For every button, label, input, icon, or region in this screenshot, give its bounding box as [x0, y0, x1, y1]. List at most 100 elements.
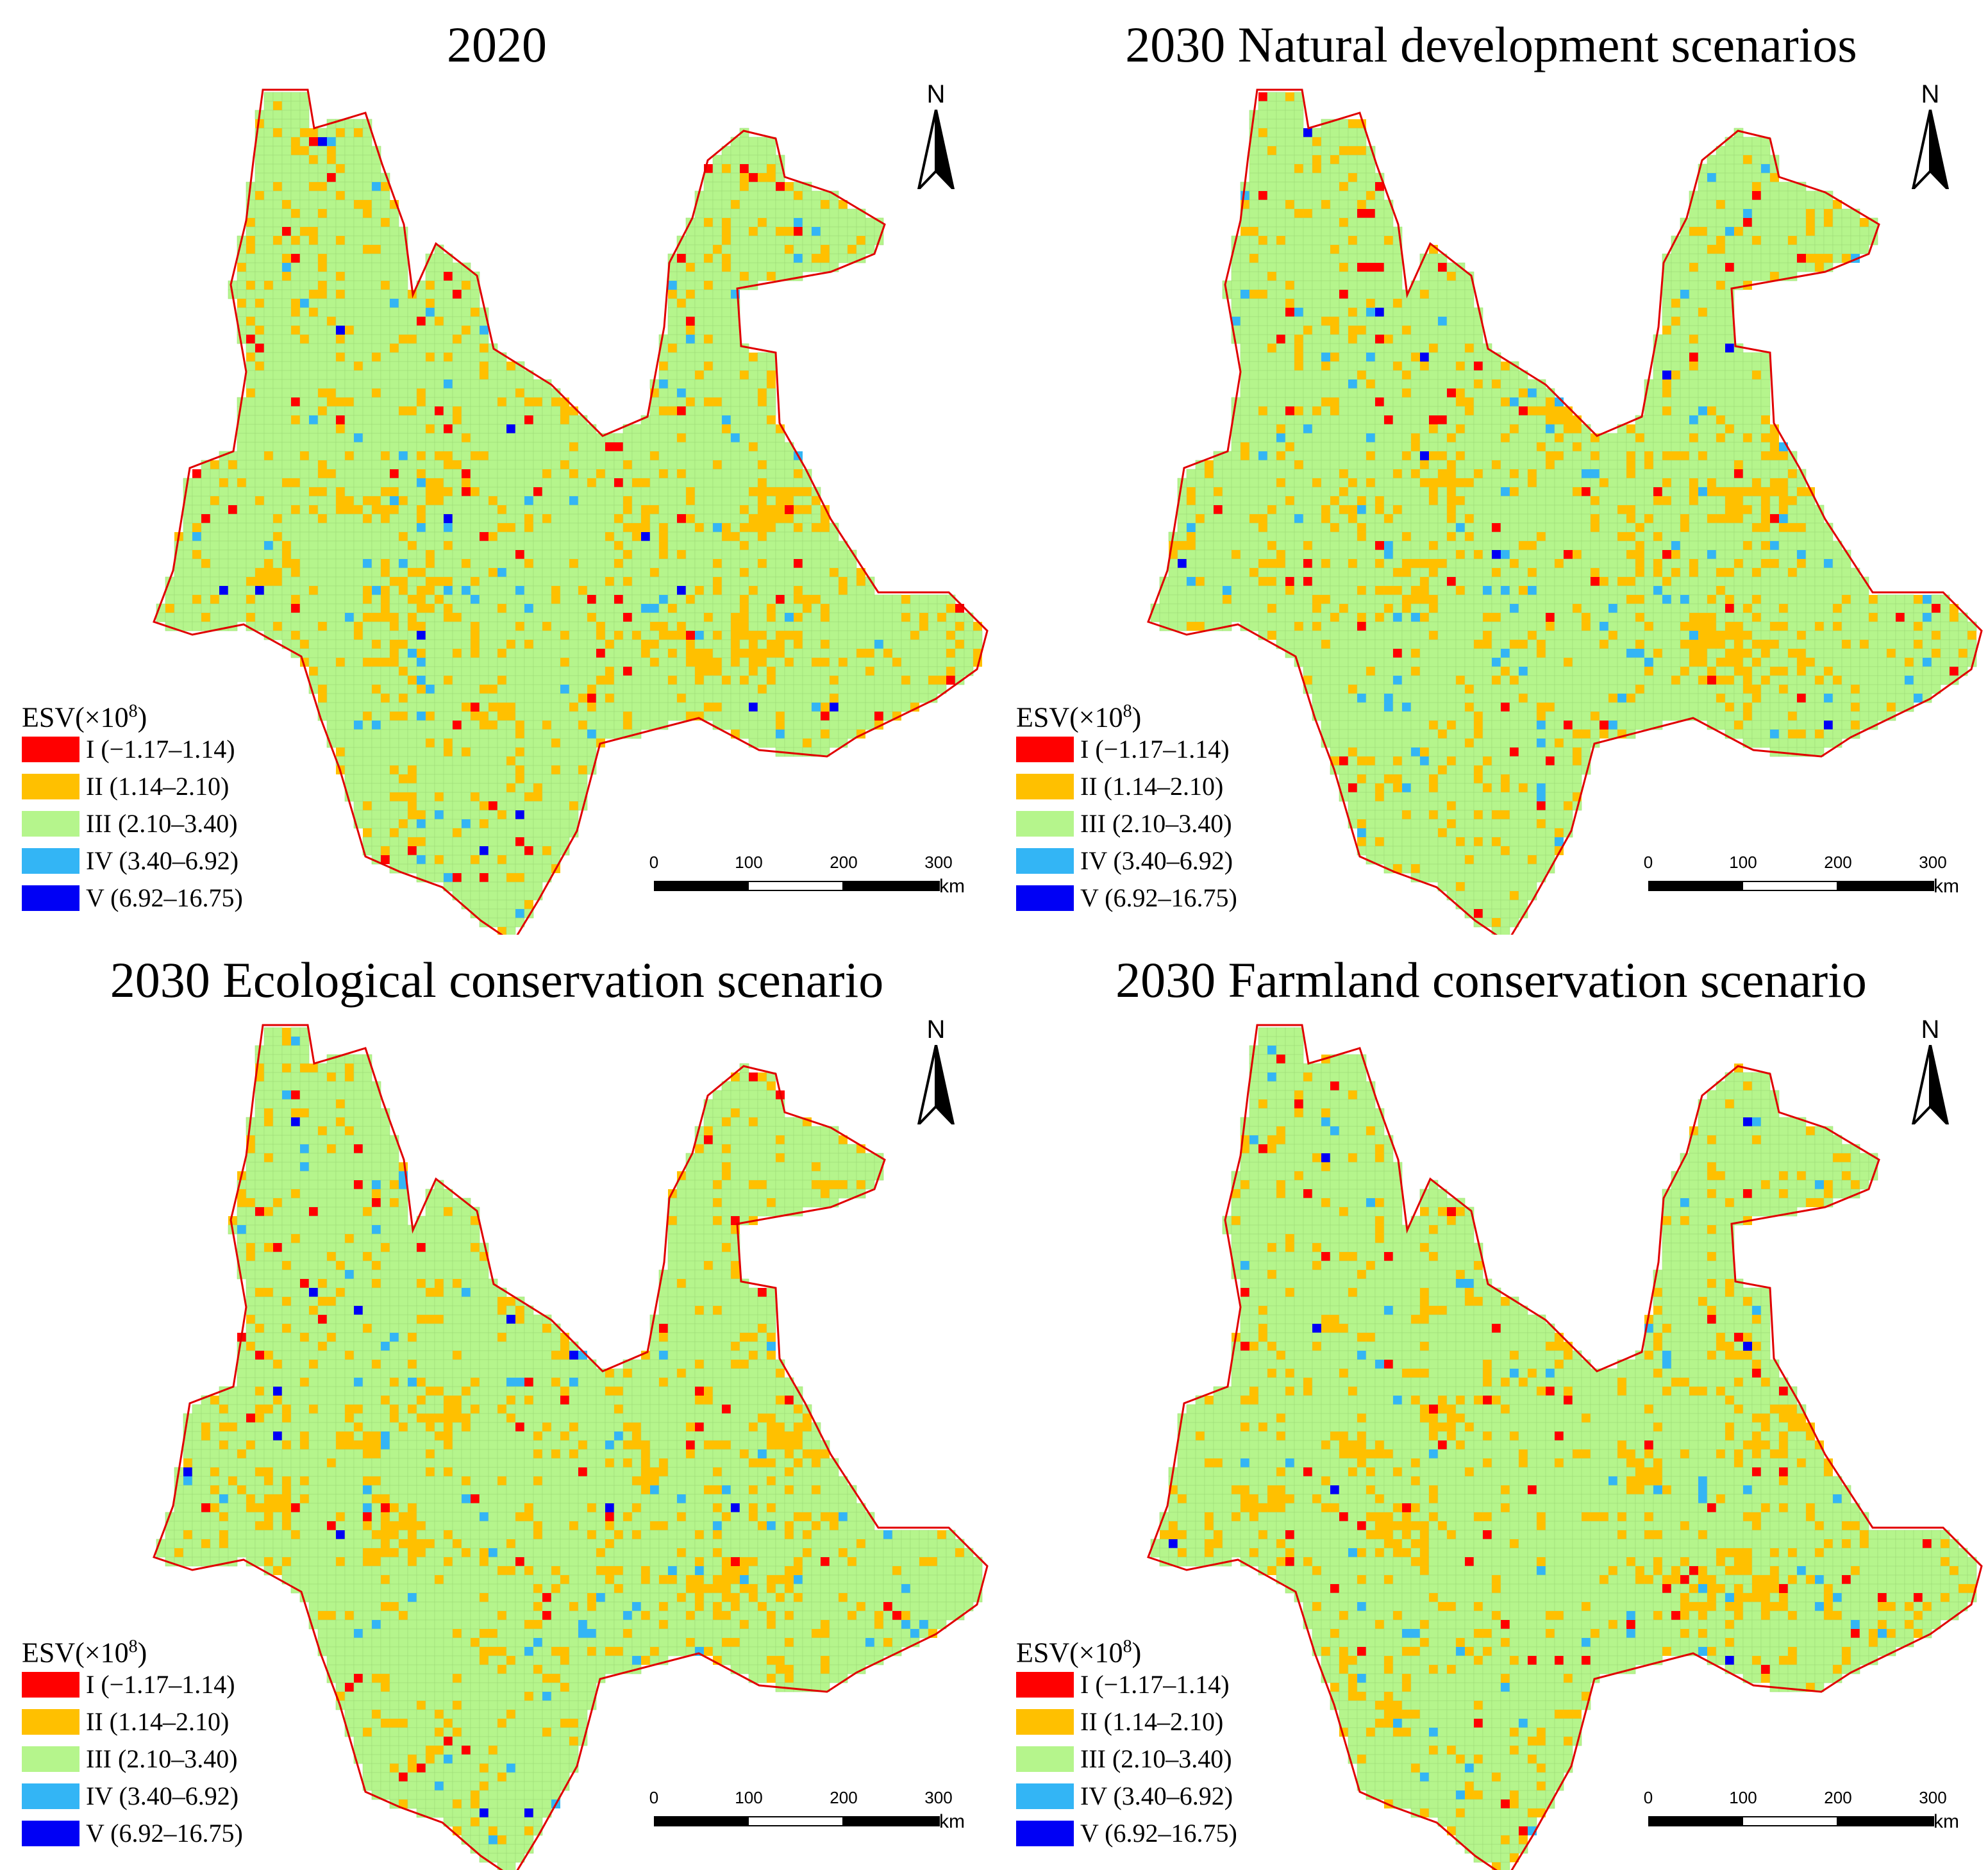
- legend-swatch: [22, 1709, 79, 1735]
- legend-item-I: I (−1.17–1.14): [1016, 1666, 1285, 1703]
- legend: ESV(×108) I (−1.17–1.14) II (1.14–2.10) …: [1016, 694, 1285, 917]
- scale-tick-label: 100: [735, 853, 763, 872]
- north-letter: N: [1921, 80, 1940, 108]
- scale-tick-label: 0: [1643, 853, 1653, 872]
- scale-segment: [1648, 1816, 1743, 1826]
- legend-item-I: I (−1.17–1.14): [22, 731, 291, 768]
- scale-tick-label: 300: [1919, 1788, 1947, 1807]
- legend-item-III: III (2.10–3.40): [22, 1741, 291, 1778]
- scale-tick-label: 0: [649, 1788, 659, 1807]
- scale-tick-label: 200: [830, 853, 858, 872]
- legend-item-IV: IV (3.40–6.92): [1016, 1778, 1285, 1815]
- scale-segment: [1837, 1816, 1934, 1826]
- legend: ESV(×108) I (−1.17–1.14) II (1.14–2.10) …: [22, 1629, 291, 1852]
- panel-title: 2030 Natural development scenarios: [1125, 17, 1857, 72]
- legend-item-III: III (2.10–3.40): [22, 805, 291, 842]
- scale-tick-label: 200: [830, 1788, 858, 1807]
- scale-bar: 0 100 200 300 km: [1642, 853, 1975, 917]
- scale-segment: [748, 881, 844, 891]
- legend-item-III: III (2.10–3.40): [1016, 1741, 1285, 1778]
- scale-segment: [842, 881, 940, 891]
- esv-grid-svg: [1147, 1024, 1983, 1870]
- panel-title: 2020: [447, 17, 547, 72]
- esv-grid-map: [994, 935, 1988, 1870]
- north-arrow-icon: [1911, 110, 1950, 189]
- legend-item-III: III (2.10–3.40): [1016, 805, 1285, 842]
- legend: ESV(×108) I (−1.17–1.14) II (1.14–2.10) …: [1016, 1629, 1285, 1852]
- legend-swatch: [1016, 774, 1074, 799]
- grid-cells: [156, 92, 983, 935]
- legend-swatch: [22, 1821, 79, 1846]
- legend-swatch: [1016, 811, 1074, 837]
- esv-grid-map: [0, 0, 994, 935]
- scale-segment: [1742, 881, 1838, 891]
- legend-item-V: V (6.92–16.75): [22, 1815, 291, 1852]
- scale-tick-label: 300: [924, 1788, 953, 1807]
- legend-item-II: II (1.14–2.10): [1016, 1703, 1285, 1741]
- north-arrow: N: [1908, 1015, 1953, 1124]
- legend-swatch: [22, 885, 79, 911]
- scale-tick-label: 300: [1919, 853, 1947, 872]
- grid-cells: [1150, 1027, 1977, 1870]
- scale-unit: km: [939, 1811, 965, 1832]
- map-panel-natural: 2030 Natural development scenarios N ESV…: [994, 0, 1988, 935]
- scale-bar: 0 100 200 300 km: [647, 853, 981, 917]
- legend-swatch: [1016, 848, 1074, 874]
- legend-swatch: [1016, 1783, 1074, 1809]
- scale-tick-label: 200: [1824, 1788, 1852, 1807]
- esv-grid-map: [0, 935, 994, 1870]
- legend-title: ESV(×108): [22, 701, 147, 733]
- legend-swatch: [22, 811, 79, 837]
- legend-swatch: [1016, 1746, 1074, 1772]
- north-arrow-icon: [1911, 1045, 1950, 1124]
- legend-item-I: I (−1.17–1.14): [1016, 731, 1285, 768]
- north-arrow: N: [1908, 80, 1953, 189]
- legend-swatch: [22, 1746, 79, 1772]
- scale-segment: [654, 881, 749, 891]
- legend: ESV(×108) I (−1.17–1.14) II (1.14–2.10) …: [22, 694, 291, 917]
- scale-unit: km: [939, 876, 965, 897]
- north-arrow: N: [914, 1015, 958, 1124]
- panel-title: 2030 Farmland conservation scenario: [1115, 952, 1867, 1008]
- region-outline: [1147, 88, 1983, 935]
- legend-title: ESV(×108): [1016, 1637, 1142, 1669]
- map-panel-2020: 2020 N ESV(×108) I (−1.17–1.14) II (1.14…: [0, 0, 994, 935]
- scale-unit: km: [1934, 876, 1959, 897]
- scale-segment: [842, 1816, 940, 1826]
- north-letter: N: [1921, 1015, 1940, 1044]
- map-panel-farmland: 2030 Farmland conservation scenario N ES…: [994, 935, 1988, 1870]
- scale-segment: [654, 1816, 749, 1826]
- scale-tick-label: 0: [649, 853, 659, 872]
- esv-grid-map: [994, 0, 1988, 935]
- scale-tick-label: 0: [1643, 1788, 1653, 1807]
- legend-swatch: [22, 1672, 79, 1698]
- legend-item-V: V (6.92–16.75): [1016, 1815, 1285, 1852]
- scale-segment: [1648, 881, 1743, 891]
- scale-unit: km: [1934, 1811, 1959, 1832]
- grid-cells: [156, 1027, 983, 1870]
- legend-item-IV: IV (3.40–6.92): [22, 1778, 291, 1815]
- scale-bar: 0 100 200 300 km: [647, 1788, 981, 1852]
- region-outline: [1147, 1024, 1983, 1870]
- north-letter: N: [926, 1015, 946, 1044]
- legend-swatch: [1016, 1672, 1074, 1698]
- grid-cells: [1150, 92, 1977, 935]
- legend-item-II: II (1.14–2.10): [22, 1703, 291, 1741]
- esv-grid-svg: [153, 1024, 989, 1870]
- legend-item-IV: IV (3.40–6.92): [1016, 842, 1285, 880]
- north-arrow: N: [914, 80, 958, 189]
- esv-grid-svg: [153, 88, 989, 935]
- legend-swatch: [1016, 737, 1074, 762]
- scale-bar: 0 100 200 300 km: [1642, 1788, 1975, 1852]
- legend-item-II: II (1.14–2.10): [22, 768, 291, 805]
- legend-item-II: II (1.14–2.10): [1016, 768, 1285, 805]
- scale-segment: [1837, 881, 1934, 891]
- legend-item-V: V (6.92–16.75): [1016, 880, 1285, 917]
- legend-item-IV: IV (3.40–6.92): [22, 842, 291, 880]
- north-arrow-icon: [917, 110, 955, 189]
- legend-item-V: V (6.92–16.75): [22, 880, 291, 917]
- legend-swatch: [1016, 1821, 1074, 1846]
- scale-segment: [1742, 1816, 1838, 1826]
- esv-grid-svg: [1147, 88, 1983, 935]
- north-arrow-icon: [917, 1045, 955, 1124]
